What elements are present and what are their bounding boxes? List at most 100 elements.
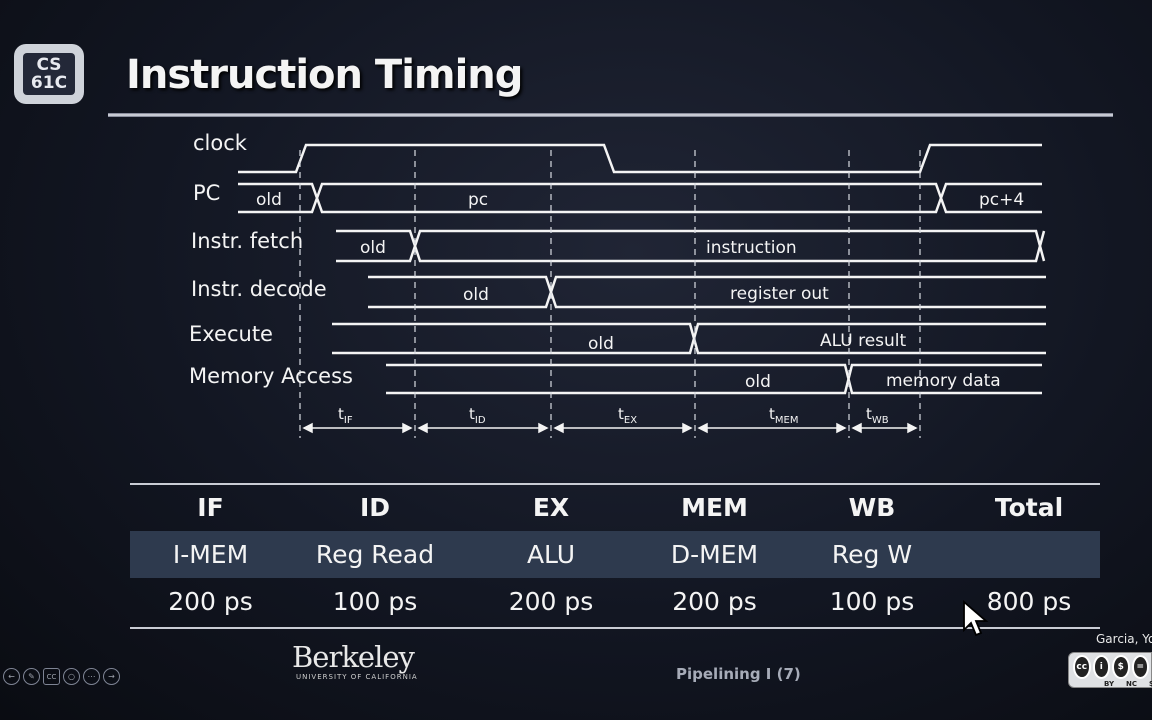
pc-value: pc xyxy=(468,190,488,210)
signal-decode-label: Instr. decode xyxy=(191,277,327,301)
signal-clock-label: clock xyxy=(193,131,248,155)
table-header-row: IF ID EX MEM WB Total xyxy=(130,484,1100,531)
interval-id-sub: ID xyxy=(475,415,486,426)
arrowhead-if-right xyxy=(402,422,413,434)
table-time-row: 200 ps 100 ps 200 ps 200 ps 100 ps 800 p… xyxy=(130,578,1100,625)
stage-timing-table: IF ID EX MEM WB Total I-MEM Reg Read ALU… xyxy=(130,484,1100,625)
slide-footer-label: Pipelining I (7) xyxy=(676,665,801,683)
signal-fetch-label: Instr. fetch xyxy=(191,229,303,253)
signal-pc-label: PC xyxy=(193,181,220,205)
time-if: 200 ps xyxy=(168,587,253,616)
execute-alu-value: ALU result xyxy=(820,331,907,351)
zoom-icon[interactable]: ○ xyxy=(63,668,80,685)
berkeley-logo-subtitle: UNIVERSITY OF CALIFORNIA xyxy=(296,673,418,681)
presentation-toolbar: ← ✎ CC ○ ⋯ → xyxy=(3,668,120,685)
interval-id-t: t xyxy=(469,405,475,423)
time-total: 800 ps xyxy=(986,587,1072,616)
header-if: IF xyxy=(197,493,224,522)
arrowhead-mem-left xyxy=(697,422,708,434)
time-wb: 100 ps xyxy=(829,587,915,616)
table-bottom-rule xyxy=(130,627,1100,629)
forward-icon[interactable]: → xyxy=(103,668,120,685)
pc-waveform xyxy=(238,182,1042,214)
logo-line-2: 61C xyxy=(30,73,68,93)
table-stage-row: I-MEM Reg Read ALU D-MEM Reg W xyxy=(130,531,1100,578)
timing-diagram: clock PC Instr. fetch Instr. decode Exec… xyxy=(189,131,1046,438)
cs61c-logo: CS 61C xyxy=(14,44,84,104)
arrowhead-wb-right xyxy=(907,422,918,434)
arrowhead-wb-left xyxy=(851,422,862,434)
stage-mem: D-MEM xyxy=(670,540,759,569)
cc-icon: cc xyxy=(1073,655,1091,679)
creative-commons-badge: cc i $ = xyxy=(1068,652,1152,688)
pc-next-value: pc+4 xyxy=(979,190,1024,210)
interval-if-t: t xyxy=(338,405,344,423)
pc-old-value: old xyxy=(256,190,282,210)
header-total: Total xyxy=(994,493,1064,522)
stage-if: I-MEM xyxy=(172,540,249,569)
arrowhead-if-left xyxy=(302,422,313,434)
fetch-instruction-value: instruction xyxy=(706,238,797,258)
cc-sa-icon: = xyxy=(1131,655,1149,679)
stage-id: Reg Read xyxy=(315,540,435,569)
interval-ex-label: tEX xyxy=(618,405,637,426)
memory-data-value: memory data xyxy=(886,371,1001,391)
pen-icon[interactable]: ✎ xyxy=(23,668,40,685)
time-id: 100 ps xyxy=(332,587,418,616)
slide-title: Instruction Timing xyxy=(126,52,523,98)
header-mem: MEM xyxy=(681,493,748,522)
interval-mem-t: t xyxy=(769,405,775,423)
logo-chip: CS 61C xyxy=(23,53,75,95)
back-icon[interactable]: ← xyxy=(3,668,20,685)
mouse-cursor-icon xyxy=(963,600,989,637)
interval-if-sub: IF xyxy=(344,415,353,426)
author-credit: Garcia, Yo xyxy=(1096,632,1152,646)
stage-wb: Reg W xyxy=(831,540,913,569)
timing-waveforms xyxy=(238,143,1046,395)
table-top-rule xyxy=(130,483,1100,485)
arrowhead-ex-right xyxy=(682,422,693,434)
cursor-shape xyxy=(963,600,989,637)
cc-label-nc: NC xyxy=(1126,680,1138,688)
arrowhead-id-left xyxy=(417,422,428,434)
logo-line-1: CS xyxy=(36,55,62,75)
captions-icon[interactable]: CC xyxy=(43,668,60,685)
interval-mem-sub: MEM xyxy=(775,415,799,426)
berkeley-logo: Berkeley xyxy=(292,640,415,674)
clock-waveform xyxy=(238,143,1042,174)
decode-old-value: old xyxy=(463,285,489,305)
time-mem: 200 ps xyxy=(672,587,757,616)
cc-by-icon: i xyxy=(1092,655,1110,679)
decode-waveform xyxy=(368,275,1046,309)
interval-wb-t: t xyxy=(866,405,872,423)
title-divider xyxy=(108,113,1113,117)
interval-wb-sub: WB xyxy=(872,415,889,426)
arrowhead-ex-left xyxy=(553,422,564,434)
arrowhead-id-right xyxy=(538,422,549,434)
interval-wb-label: tWB xyxy=(866,405,889,426)
execute-waveform xyxy=(332,322,1046,355)
signal-memory-label: Memory Access xyxy=(189,364,353,388)
interval-id-label: tID xyxy=(469,405,486,426)
interval-if-label: tIF xyxy=(338,405,353,426)
cc-label-by: BY xyxy=(1104,680,1115,688)
fetch-waveform xyxy=(336,229,1046,263)
cc-nc-icon: $ xyxy=(1112,655,1130,679)
interval-arrows xyxy=(302,422,918,434)
more-icon[interactable]: ⋯ xyxy=(83,668,100,685)
time-ex: 200 ps xyxy=(508,587,594,616)
stage-ex: ALU xyxy=(526,540,576,569)
memory-old-value: old xyxy=(745,372,771,392)
arrowhead-mem-right xyxy=(836,422,847,434)
signal-execute-label: Execute xyxy=(189,322,273,346)
header-wb: WB xyxy=(848,493,896,522)
interval-ex-t: t xyxy=(618,405,624,423)
interval-mem-label: tMEM xyxy=(769,405,798,426)
execute-old-value: old xyxy=(588,334,614,354)
fetch-old-value: old xyxy=(360,238,386,258)
timing-markers xyxy=(299,150,921,438)
cc-label-sa: SA xyxy=(1149,680,1152,688)
memory-waveform xyxy=(386,363,1042,395)
decode-register-value: register out xyxy=(730,284,829,304)
